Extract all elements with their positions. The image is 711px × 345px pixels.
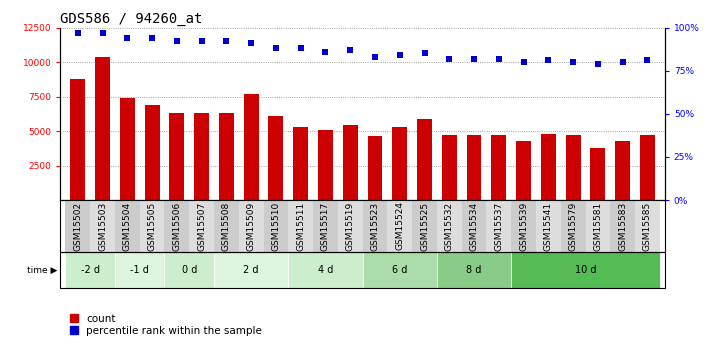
- Bar: [95, 57, 110, 200]
- Bar: [541, 134, 556, 200]
- Point: [245, 40, 257, 46]
- Text: GSM15511: GSM15511: [296, 201, 305, 250]
- Point: [220, 39, 232, 44]
- Point: [642, 58, 653, 63]
- Point: [171, 39, 183, 44]
- Text: GSM15507: GSM15507: [197, 201, 206, 250]
- Text: GSM15532: GSM15532: [445, 201, 454, 250]
- Bar: [590, 148, 605, 200]
- Text: GSM15524: GSM15524: [395, 201, 405, 250]
- Text: GSM15534: GSM15534: [469, 201, 479, 250]
- Point: [542, 58, 554, 63]
- Bar: [70, 79, 85, 200]
- Text: GSM15503: GSM15503: [98, 201, 107, 250]
- Text: 8 d: 8 d: [466, 265, 482, 275]
- Bar: [615, 141, 630, 200]
- Text: GSM15510: GSM15510: [272, 201, 280, 250]
- Text: GSM15523: GSM15523: [370, 201, 380, 250]
- Legend: count, percentile rank within the sample: count, percentile rank within the sample: [65, 309, 267, 340]
- Point: [592, 61, 604, 67]
- Point: [345, 47, 356, 53]
- Text: GSM15525: GSM15525: [420, 201, 429, 250]
- Text: -2 d: -2 d: [80, 265, 100, 275]
- Text: GSM15583: GSM15583: [618, 201, 627, 250]
- Point: [419, 51, 430, 56]
- Text: GSM15537: GSM15537: [494, 201, 503, 250]
- Bar: [293, 127, 308, 200]
- Text: GSM15541: GSM15541: [544, 201, 553, 250]
- Bar: [343, 125, 358, 200]
- Bar: [566, 135, 581, 200]
- Bar: [368, 136, 383, 200]
- Text: GSM15509: GSM15509: [247, 201, 256, 250]
- Bar: [120, 98, 135, 200]
- Point: [122, 35, 133, 41]
- Point: [146, 35, 158, 41]
- Point: [270, 46, 282, 51]
- Point: [295, 46, 306, 51]
- Point: [567, 59, 579, 65]
- Text: time ▶: time ▶: [26, 265, 57, 275]
- Point: [617, 59, 629, 65]
- Text: 0 d: 0 d: [181, 265, 197, 275]
- Point: [469, 56, 480, 61]
- Text: GSM15579: GSM15579: [569, 201, 577, 250]
- Point: [518, 59, 529, 65]
- Point: [320, 49, 331, 55]
- Text: GSM15504: GSM15504: [123, 201, 132, 250]
- Bar: [169, 113, 184, 200]
- Text: GSM15502: GSM15502: [73, 201, 82, 250]
- Point: [369, 54, 380, 60]
- Bar: [417, 119, 432, 200]
- Bar: [466, 135, 481, 200]
- Text: GSM15506: GSM15506: [172, 201, 181, 250]
- Bar: [442, 135, 456, 200]
- Bar: [516, 141, 531, 200]
- Text: GDS586 / 94260_at: GDS586 / 94260_at: [60, 12, 203, 26]
- Bar: [144, 105, 159, 200]
- Bar: [491, 135, 506, 200]
- Bar: [219, 113, 234, 200]
- Text: GSM15581: GSM15581: [594, 201, 602, 250]
- Text: GSM15508: GSM15508: [222, 201, 231, 250]
- Bar: [194, 113, 209, 200]
- Bar: [640, 135, 655, 200]
- Text: GSM15505: GSM15505: [148, 201, 156, 250]
- Text: 6 d: 6 d: [392, 265, 407, 275]
- Bar: [318, 130, 333, 200]
- Point: [196, 39, 208, 44]
- Bar: [392, 127, 407, 200]
- Point: [97, 30, 108, 36]
- Text: GSM15539: GSM15539: [519, 201, 528, 250]
- Point: [394, 52, 405, 58]
- Text: GSM15519: GSM15519: [346, 201, 355, 250]
- Bar: [269, 116, 284, 200]
- Text: -1 d: -1 d: [130, 265, 149, 275]
- Text: 2 d: 2 d: [243, 265, 259, 275]
- Point: [493, 56, 505, 61]
- Text: GSM15585: GSM15585: [643, 201, 652, 250]
- Text: GSM15517: GSM15517: [321, 201, 330, 250]
- Point: [72, 30, 83, 36]
- Point: [444, 56, 455, 61]
- Text: 10 d: 10 d: [574, 265, 597, 275]
- Bar: [244, 94, 259, 200]
- Text: 4 d: 4 d: [318, 265, 333, 275]
